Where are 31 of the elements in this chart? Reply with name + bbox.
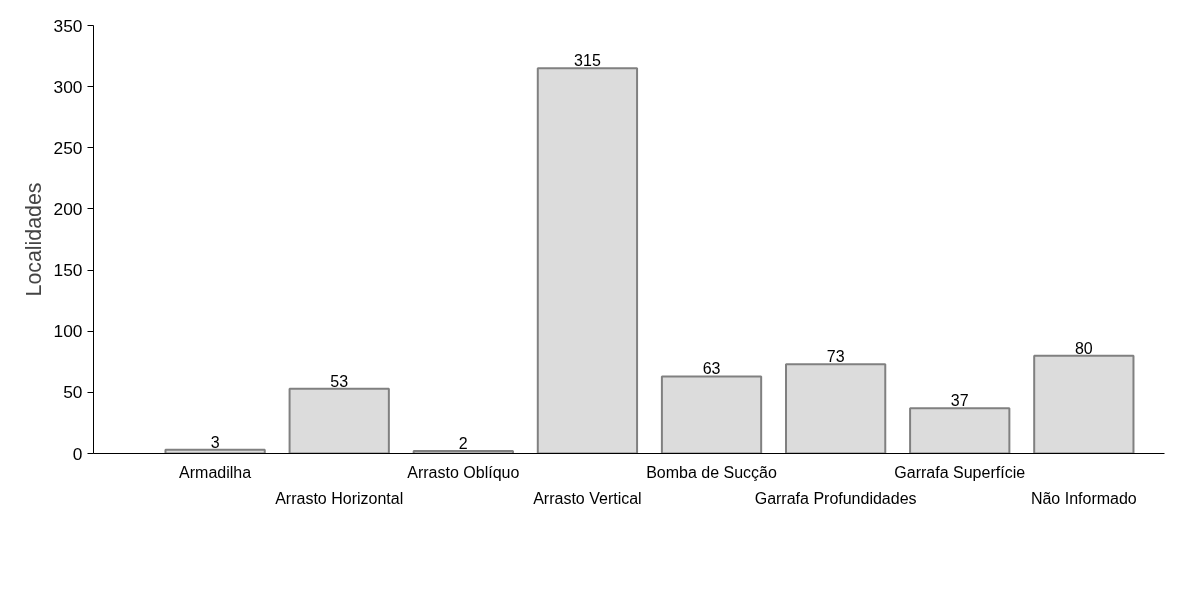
x-tick-label: Arrasto Vertical bbox=[533, 489, 642, 507]
x-tick-label: Garrafa Profundidades bbox=[754, 489, 917, 507]
y-tick-label: 300 bbox=[53, 76, 83, 97]
data-label: 53 bbox=[330, 372, 349, 390]
bar bbox=[536, 67, 639, 454]
x-tick-label: Garrafa Superfície bbox=[894, 463, 1026, 481]
data-label: 73 bbox=[826, 348, 845, 366]
y-tick-label: 150 bbox=[53, 260, 83, 281]
x-tick-label: Armadilha bbox=[179, 463, 252, 481]
bar bbox=[784, 363, 887, 454]
x-tick-label: Arrasto Horizontal bbox=[275, 489, 404, 507]
bar bbox=[288, 387, 390, 454]
y-tick-label: 50 bbox=[63, 382, 83, 403]
data-label: 315 bbox=[574, 52, 601, 70]
x-tick-label: Bomba de Sucção bbox=[646, 463, 777, 481]
data-label: 37 bbox=[950, 392, 969, 410]
y-tick-label: 350 bbox=[53, 15, 83, 36]
data-label: 2 bbox=[458, 435, 468, 453]
y-tick-label: 250 bbox=[53, 137, 83, 158]
bar bbox=[1033, 354, 1135, 454]
x-tick-label: Não Informado bbox=[1030, 489, 1137, 507]
y-tick-label: 0 bbox=[72, 443, 83, 464]
y-tick-label: 200 bbox=[53, 198, 83, 219]
bar bbox=[660, 375, 763, 454]
data-label: 3 bbox=[210, 433, 220, 451]
data-label: 80 bbox=[1074, 339, 1093, 357]
data-label: 63 bbox=[702, 360, 721, 378]
bar bbox=[909, 407, 1011, 454]
x-tick-label: Arrasto Oblíquo bbox=[407, 463, 520, 481]
y-axis-title: Localidades bbox=[21, 182, 46, 297]
y-tick-label: 100 bbox=[53, 321, 83, 342]
